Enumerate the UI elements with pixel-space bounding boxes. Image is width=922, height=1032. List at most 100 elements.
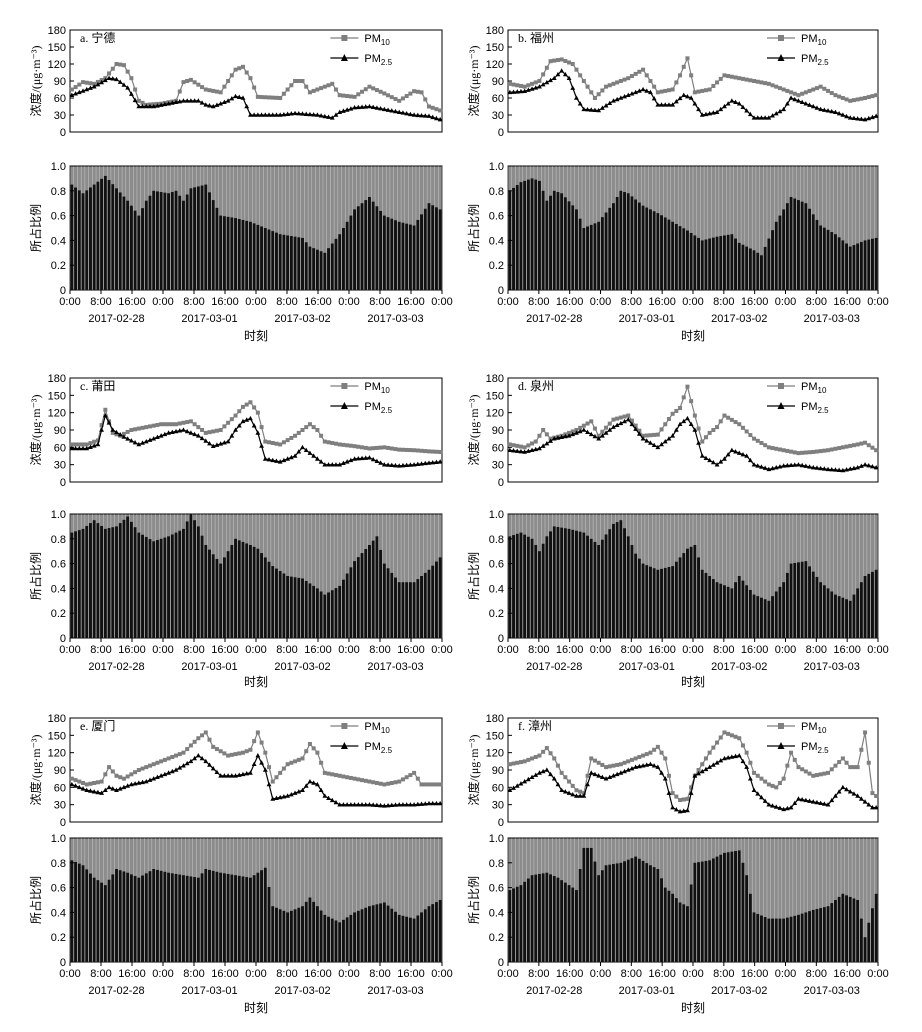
ratio-bar <box>760 915 763 962</box>
pm25-point <box>825 466 831 472</box>
pm10-point <box>99 423 104 428</box>
ratio-y-tick-label: 0.2 <box>489 608 504 620</box>
pm25-point <box>766 802 772 807</box>
pm25-point <box>121 82 127 87</box>
ratio-bar <box>656 869 660 962</box>
ratio-bar <box>267 886 271 962</box>
ratio-bar <box>275 907 278 962</box>
ratio-bar <box>100 525 104 638</box>
pm10-point <box>129 76 134 81</box>
pm10-point <box>162 422 167 427</box>
ratio-bar <box>141 875 144 962</box>
pm25-point <box>88 444 93 449</box>
ratio-y-axis-label: 所占比例 <box>466 876 481 924</box>
pm25-point <box>640 436 646 441</box>
pm25-point <box>344 107 350 112</box>
pm10-point <box>363 778 368 783</box>
pm10-point <box>192 739 197 744</box>
pm25-point <box>770 465 775 471</box>
y-tick-label: 150 <box>48 730 66 742</box>
pm25-point <box>322 462 328 467</box>
pm10-point <box>696 768 701 772</box>
pm10-point <box>88 441 93 446</box>
pm10-point <box>281 766 286 771</box>
legend-pm25-label: PM2.5 <box>364 401 392 415</box>
ratio-y-tick-label: 0.4 <box>51 907 66 919</box>
pm10-point <box>408 773 413 778</box>
pm10-point <box>81 781 86 785</box>
pm10-point <box>118 62 123 67</box>
pm25-point <box>566 790 572 795</box>
pm10-point <box>833 93 838 98</box>
y-tick-label: 180 <box>486 713 504 725</box>
pm25-point <box>611 98 616 103</box>
pm10-point <box>629 418 634 423</box>
pm10-point <box>270 779 275 784</box>
pm25-point <box>870 804 875 810</box>
pm10-point <box>174 753 179 758</box>
pm10-point <box>578 789 583 794</box>
ratio-bar <box>741 862 745 962</box>
ratio-bar <box>226 551 230 638</box>
pm25-point <box>199 100 205 105</box>
pm10-point <box>207 88 212 93</box>
ratio-bar <box>252 546 256 638</box>
ratio-bar <box>278 571 282 638</box>
y-tick-label: 0 <box>498 477 504 489</box>
pm25-point <box>102 787 108 793</box>
pm25-point <box>136 441 142 447</box>
pm25-point <box>685 93 690 99</box>
ratio-bar <box>327 916 330 962</box>
pm25-point <box>581 106 587 112</box>
pm10-point <box>412 89 417 94</box>
pm25-point <box>574 95 579 100</box>
pm25-point <box>422 801 428 806</box>
ratio-bar <box>567 201 571 290</box>
pm10-point <box>637 69 642 74</box>
y-tick-label: 150 <box>48 42 66 54</box>
ratio-bar <box>874 569 878 638</box>
ratio-bar <box>81 528 85 638</box>
pm25-point <box>225 98 231 103</box>
y-tick-label: 30 <box>54 800 66 812</box>
ratio-bar <box>349 215 353 290</box>
pm25-point <box>651 95 657 101</box>
date-label: 2017-03-02 <box>274 313 330 325</box>
ratio-bar <box>256 548 260 638</box>
pm10-point <box>722 730 727 735</box>
pm25-point <box>192 98 198 103</box>
ratio-bar <box>423 208 427 290</box>
ratio-bar <box>420 214 423 290</box>
ratio-bar <box>797 914 800 962</box>
pm25-point <box>281 111 287 117</box>
ratio-bar <box>871 238 874 290</box>
pm25-point <box>514 448 520 453</box>
pm25-point <box>73 783 78 788</box>
pm25-point <box>544 79 550 85</box>
ratio-bar <box>856 588 860 638</box>
pm25-point <box>177 98 183 104</box>
pm25-point <box>415 112 421 118</box>
ratio-bar <box>637 202 641 290</box>
pm25-point <box>199 435 205 441</box>
ratio-bar <box>682 228 686 290</box>
pm25-point <box>344 459 350 464</box>
pm10-point <box>652 432 657 437</box>
ratio-bar <box>519 182 523 290</box>
pm10-point <box>840 756 845 761</box>
pm10-point <box>737 76 742 81</box>
pm25-point <box>703 766 709 772</box>
pm25-point <box>625 92 631 97</box>
pm25-point <box>529 447 535 453</box>
pm10-point <box>73 778 78 783</box>
legend-pm10-label: PM10 <box>364 381 390 395</box>
pm25-point <box>729 754 735 759</box>
pm10-point <box>326 771 331 776</box>
pm25-point <box>248 112 253 117</box>
pm10-point <box>589 756 594 761</box>
ratio-bar <box>230 545 234 638</box>
x-tick-label: 0:00 <box>431 968 452 980</box>
ratio-bar <box>412 582 416 638</box>
ratio-bar <box>834 594 837 638</box>
